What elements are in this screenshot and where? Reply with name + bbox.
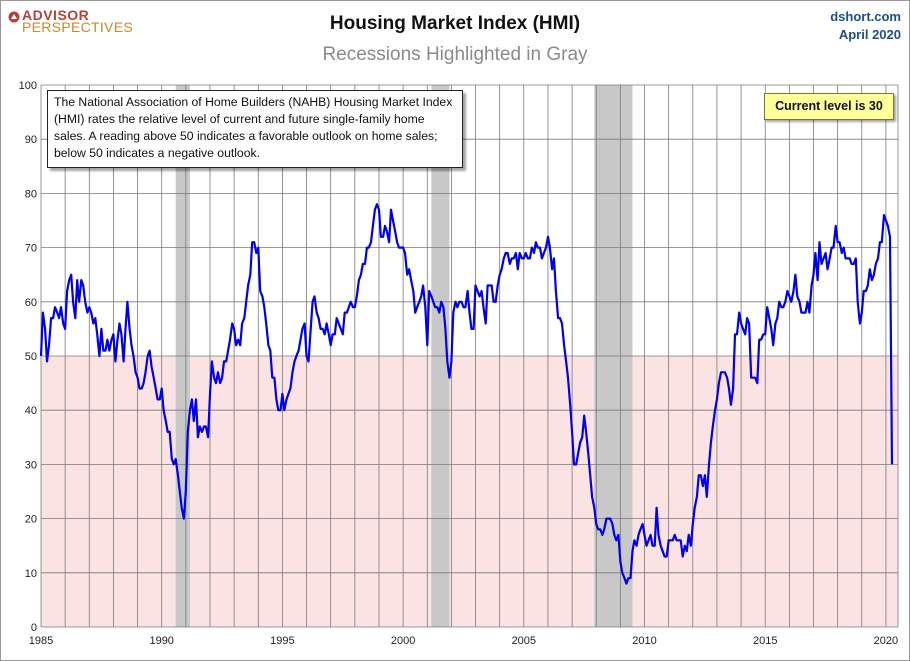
logo-text-bottom: PERSPECTIVES: [22, 19, 133, 35]
x-tick-label: 2000: [391, 635, 415, 647]
y-tick-label: 70: [25, 243, 37, 255]
x-tick-label: 2015: [753, 635, 777, 647]
y-tick-label: 0: [31, 622, 37, 634]
y-tick-label: 90: [25, 134, 37, 146]
x-tick-label: 2020: [874, 635, 898, 647]
x-tick-label: 1990: [149, 635, 173, 647]
series-layer: [39, 203, 894, 585]
y-tick-label: 40: [25, 405, 37, 417]
y-tick-label: 60: [25, 297, 37, 309]
logo-text-top: ADVISOR: [22, 7, 90, 23]
source-date: April 2020: [838, 27, 901, 42]
source-block: dshort.com April 2020: [830, 8, 901, 44]
hmi-series-line: [39, 203, 894, 585]
y-tick-label: 10: [25, 568, 37, 580]
y-tick-label: 50: [25, 351, 37, 363]
y-tick-label: 80: [25, 188, 37, 200]
y-tick-label: 30: [25, 459, 37, 471]
x-tick-label: 2010: [632, 635, 656, 647]
x-tick-label: 2005: [512, 635, 536, 647]
axis-labels: 0 10 20 30 40 50 60 70 80 90 100 1985 1990 1995 2000 20…: [19, 80, 899, 647]
y-tick-label: 20: [25, 514, 37, 526]
y-tick-label: 100: [19, 80, 37, 92]
source-site: dshort.com: [830, 9, 901, 24]
chart-title: Housing Market Index (HMI): [329, 13, 581, 34]
description-note: The National Association of Home Builder…: [47, 90, 463, 168]
below-50-shading: [41, 356, 898, 627]
logo-icon: [8, 11, 20, 23]
current-level-callout: Current level is 30: [764, 93, 894, 120]
x-tick-label: 1985: [29, 635, 53, 647]
x-tick-label: 1995: [270, 635, 294, 647]
chart-subtitle: Recessions Highlighted in Gray: [322, 44, 588, 65]
